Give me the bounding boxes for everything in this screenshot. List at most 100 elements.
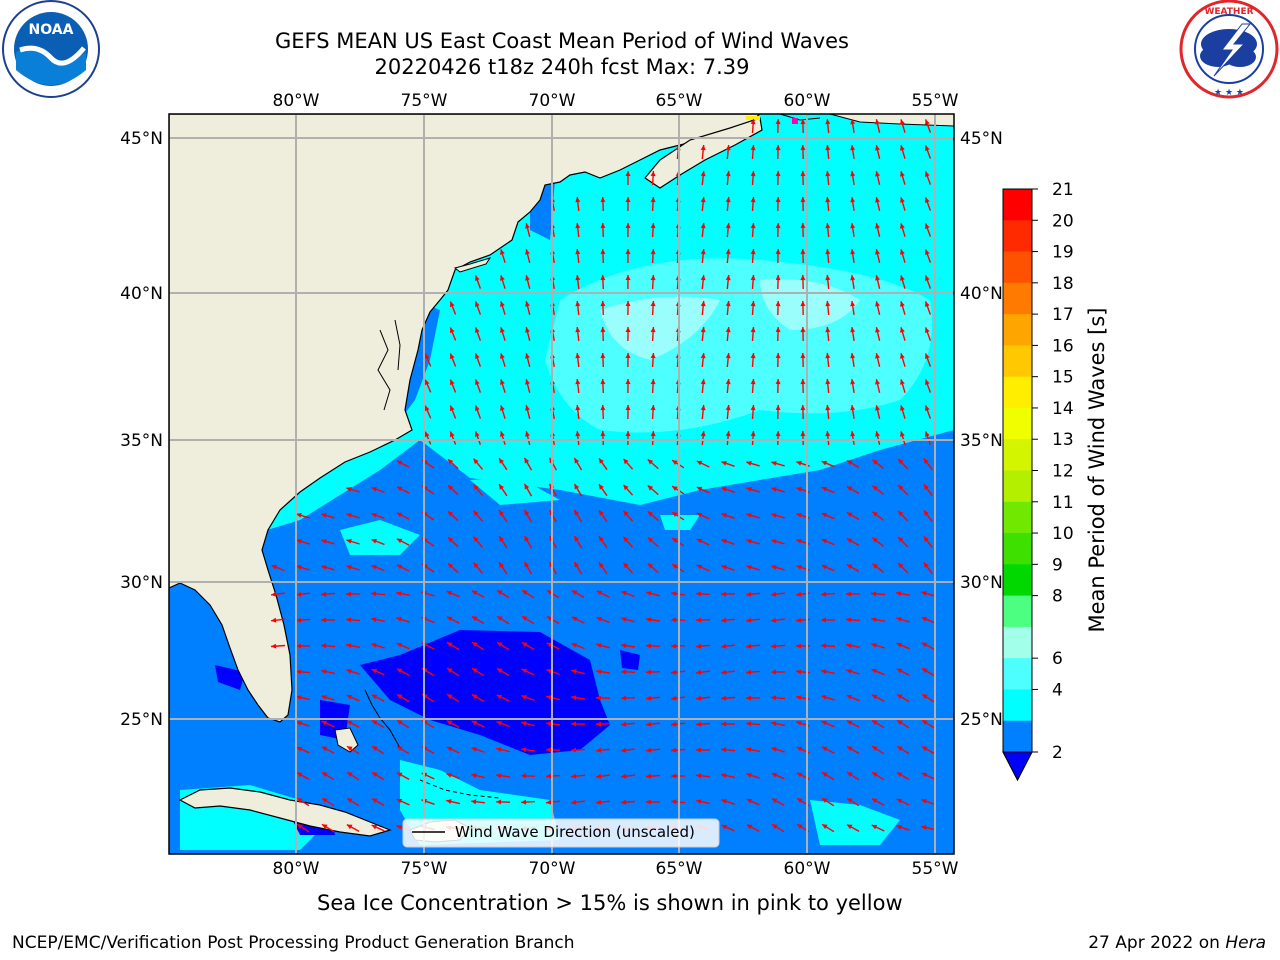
wind-arrow-head [822, 824, 828, 830]
wind-arrow-head [796, 695, 802, 701]
wind-arrow-head [446, 799, 452, 804]
wind-arrow-head [900, 197, 905, 203]
wind-arrow-head [796, 643, 801, 649]
wind-arrow-head [921, 746, 928, 752]
wind-arrow-head [721, 487, 727, 492]
wind-arrow-head [775, 145, 781, 151]
wind-arrow-head [475, 327, 480, 333]
colorbar-tick-label: 2 [1052, 743, 1063, 763]
wind-arrow-head [646, 747, 652, 753]
wind-arrow-head [771, 461, 777, 466]
wind-arrow-head [596, 695, 602, 701]
wind-arrow-head [571, 799, 577, 805]
date-text: 27 Apr 2022 on [1088, 933, 1226, 953]
wind-arrow-head [296, 669, 302, 675]
wind-arrow-head [473, 536, 479, 543]
wind-arrow-head [521, 642, 528, 648]
wind-arrow-head [672, 564, 678, 569]
wind-arrow-head [825, 119, 831, 125]
lat-labels-left: 45°N 40°N 35°N 30°N 25°N [120, 129, 163, 730]
wind-arrow-head [872, 511, 878, 517]
wind-arrow-head [746, 461, 752, 466]
lat-label: 45°N [120, 129, 163, 149]
colorbar-segment [1003, 564, 1032, 597]
wind-arrow-head [346, 539, 352, 544]
wind-arrow-head [396, 825, 402, 830]
wind-arrow-head [497, 642, 503, 647]
colorbar-segment [1003, 595, 1032, 628]
wind-arrow-head [875, 405, 880, 411]
wind-arrow-head [296, 513, 302, 518]
wind-arrow-head [775, 249, 781, 255]
wind-arrow-head [623, 562, 629, 569]
wind-arrow-head [650, 353, 656, 359]
wind-arrow-head [825, 353, 831, 359]
wind-arrow-head [700, 379, 706, 385]
wind-arrow-head [800, 119, 806, 125]
wind-arrow-head [596, 590, 603, 596]
wind-arrow-head [623, 484, 629, 491]
wind-arrow-head [500, 249, 505, 255]
wind-arrow-head [871, 643, 877, 648]
lon-label: 70°W [529, 91, 576, 111]
wind-arrow-head [525, 353, 530, 359]
colorbar-tick-label: 16 [1052, 336, 1074, 356]
wind-arrow-head [424, 353, 430, 360]
colorbar-label: Mean Period of Wind Waves [s] [1085, 308, 1109, 633]
colorbar-extend-arrow [1002, 751, 1033, 782]
wind-arrow-head [621, 695, 627, 701]
wind-arrow-head [600, 301, 606, 307]
wind-arrow-head [923, 458, 929, 464]
wind-arrow-head [921, 799, 927, 804]
wind-arrow-head [497, 616, 503, 621]
wind-arrow-head [321, 539, 327, 544]
wind-arrow-head [775, 171, 781, 177]
wind-arrow-head [599, 510, 604, 516]
wind-arrow-head [696, 591, 702, 597]
wind-arrow-head [671, 773, 676, 779]
wind-arrow-head [496, 799, 502, 805]
wind-arrow-head [750, 171, 756, 177]
wind-arrow-head [825, 301, 831, 307]
wind-arrow-head [574, 458, 580, 464]
wind-arrow-head [396, 564, 403, 570]
wind-arrow-head [721, 747, 727, 753]
wind-arrow-head [500, 301, 505, 307]
wind-arrow-head [321, 720, 328, 726]
colorbar-tick-label: 18 [1052, 274, 1074, 294]
wind-arrow-head [671, 747, 677, 753]
wind-arrow-head [696, 460, 703, 466]
wind-arrow-head [825, 405, 831, 411]
wind-arrow-head [746, 773, 752, 778]
wind-arrow-head [725, 431, 731, 437]
wind-arrow-head [825, 379, 831, 385]
wind-arrow-head [471, 747, 477, 752]
wind-arrow-head [921, 825, 927, 830]
wind-arrow-head [621, 721, 627, 727]
wind-arrow-head [371, 591, 377, 597]
wind-arrow-head [625, 431, 631, 436]
wind-arrow-head [671, 591, 677, 597]
wind-arrow-head [775, 275, 781, 281]
wind-arrow-head [347, 772, 353, 777]
wind-arrow-head [575, 223, 581, 229]
wind-arrow-head [321, 695, 327, 700]
wind-arrow-head [322, 772, 328, 778]
wind-arrow-head [821, 564, 828, 570]
wind-arrow-head [571, 643, 577, 648]
wind-arrow-head [447, 459, 454, 465]
lat-label: 30°N [960, 573, 1003, 593]
wind-arrow-head [496, 747, 502, 752]
colorbar-tick-label: 17 [1052, 305, 1074, 325]
wind-arrow-head [600, 197, 606, 203]
wind-arrow-head [346, 669, 352, 674]
wind-arrow-head [850, 353, 856, 359]
wind-arrow-head [623, 458, 629, 465]
wind-arrow-head [825, 275, 831, 281]
wind-arrow-head [371, 539, 377, 544]
wind-arrow-head [821, 486, 828, 492]
wind-arrow-head [700, 197, 706, 203]
wind-arrow-head [574, 562, 580, 568]
wind-arrow-head [599, 562, 604, 568]
wind-arrow-head [372, 746, 378, 751]
